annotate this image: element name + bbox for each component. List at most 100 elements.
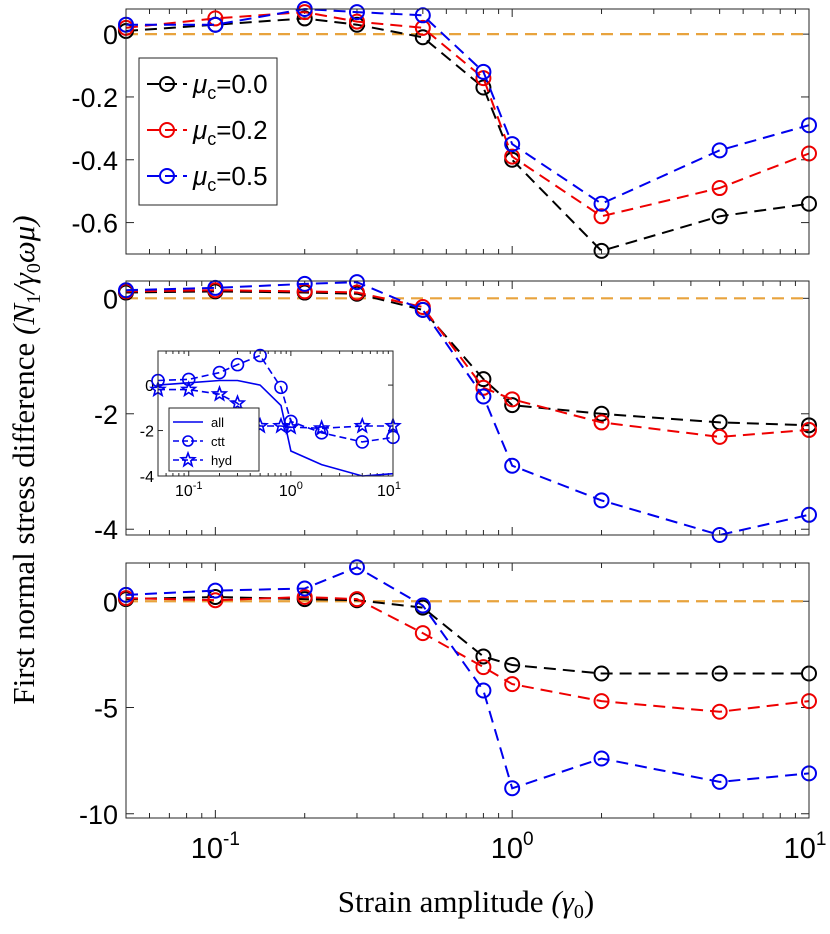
- x-tick-label-exponent: 1: [395, 480, 401, 492]
- inset-legend: all ctt hyd: [168, 407, 260, 472]
- data-point: [593, 492, 610, 509]
- data-point: [348, 4, 365, 21]
- legend-label: μc=0.0: [192, 69, 268, 103]
- inset-legend-label: ctt: [211, 434, 225, 449]
- data-point: [711, 208, 728, 225]
- series-line: [125, 290, 810, 427]
- data-point: [504, 657, 521, 673]
- data-point: [414, 19, 431, 36]
- data-point: [355, 435, 370, 449]
- series-line: [158, 388, 393, 430]
- axes-frame: [125, 562, 810, 819]
- x-tick-label: 10-1: [175, 480, 203, 500]
- data-point: [475, 388, 492, 405]
- y-tick-label: 0: [103, 284, 118, 314]
- data-point: [353, 416, 372, 434]
- data-point: [475, 659, 492, 676]
- x-tick-label: 100: [491, 829, 534, 865]
- y-tick-label: -0.4: [71, 146, 118, 176]
- series-line: [125, 11, 810, 218]
- data-point: [414, 625, 431, 642]
- data-point: [348, 13, 365, 30]
- data-point: [593, 665, 610, 682]
- axes-frame: [125, 8, 810, 255]
- y-axis-title-text: First normal stress difference: [6, 343, 41, 705]
- y-tick-label: 0: [145, 378, 154, 395]
- x-tick-label-exponent: -1: [193, 480, 203, 492]
- legend-marker: [159, 76, 175, 92]
- data-point: [504, 457, 521, 474]
- y-tick-label: -5: [94, 694, 118, 724]
- inset-legend-label: all: [211, 415, 224, 430]
- data-point: [348, 284, 365, 301]
- data-point: [312, 418, 331, 436]
- data-point: [593, 405, 610, 422]
- data-point: [348, 559, 365, 576]
- data-point: [711, 665, 728, 682]
- legend-label-value: =0.0: [216, 69, 267, 99]
- series-line: [125, 566, 810, 790]
- x-axis-title-symbol: (γ: [551, 884, 574, 919]
- x-tick-label-base: 10: [784, 833, 816, 865]
- legend-label-mu: μ: [192, 161, 207, 191]
- x-tick-label: 101: [784, 829, 827, 865]
- data-point: [207, 582, 224, 599]
- data-point: [179, 380, 198, 398]
- data-point: [711, 428, 728, 445]
- data-point: [711, 142, 728, 159]
- data-point: [207, 16, 224, 33]
- legend-marker: [159, 168, 175, 184]
- x-axis-title-close: ): [584, 884, 594, 919]
- data-point: [274, 380, 288, 395]
- x-tick-label: 100: [279, 480, 303, 500]
- data-point: [296, 275, 313, 292]
- legend-label: μc=0.5: [192, 161, 268, 195]
- data-point: [181, 372, 196, 387]
- data-point: [348, 591, 365, 608]
- data-point: [504, 136, 521, 153]
- x-axis-title-sub: 0: [574, 901, 584, 923]
- legend-label-value: =0.2: [216, 115, 267, 145]
- data-point: [504, 148, 521, 165]
- data-point: [414, 7, 431, 24]
- y-tick-label: 0: [103, 20, 118, 50]
- inset-legend-label: hyd: [211, 453, 232, 468]
- data-point: [296, 580, 313, 597]
- data-point: [711, 703, 728, 720]
- legend: μc=0.0μc=0.2μc=0.5: [138, 57, 278, 206]
- x-axis-title: Strain amplitude (γ0): [338, 884, 594, 923]
- x-tick-label-base: 10: [377, 483, 395, 500]
- y-tick-label: -0.6: [71, 209, 118, 239]
- data-point: [593, 242, 610, 259]
- data-point: [475, 63, 492, 80]
- y-axis-title-math-3: ωμ): [6, 215, 41, 263]
- data-point: [475, 682, 492, 699]
- legend-label-sub: c: [207, 175, 216, 195]
- data-point: [414, 29, 431, 46]
- data-point: [593, 693, 610, 710]
- series-line: [125, 289, 810, 438]
- data-point: [504, 391, 521, 408]
- legend-label-sub: c: [207, 83, 216, 103]
- y-tick-label: -4: [140, 469, 154, 486]
- y-tick-label: -10: [79, 800, 118, 830]
- data-point: [272, 416, 290, 434]
- x-tick-label-exponent: 1: [816, 829, 827, 850]
- x-tick-label-base: 10: [279, 483, 297, 500]
- y-tick-label: -2: [140, 424, 154, 441]
- axes-frame: [125, 280, 810, 536]
- data-point: [210, 384, 229, 402]
- data-point: [593, 195, 610, 212]
- y-axis-title-sub-1: 1: [23, 294, 45, 304]
- series-line: [125, 17, 810, 253]
- data-point: [314, 426, 329, 440]
- y-tick-label: -2: [94, 400, 118, 430]
- data-point: [296, 589, 313, 605]
- data-point: [504, 780, 521, 797]
- data-point: [414, 597, 431, 614]
- data-point: [207, 592, 224, 609]
- data-point: [475, 648, 492, 665]
- y-tick-label: -4: [94, 515, 118, 545]
